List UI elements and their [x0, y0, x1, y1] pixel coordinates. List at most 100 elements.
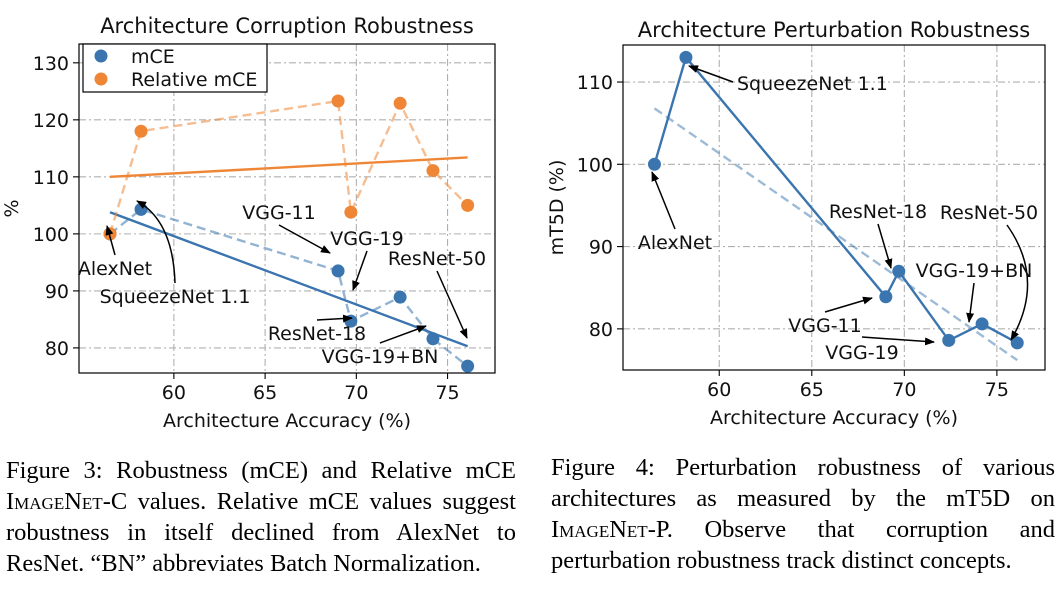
data-point [461, 359, 475, 373]
x-tick-label: 70 [344, 382, 368, 404]
annotation-arrow [352, 250, 368, 291]
annotation-arrow [105, 225, 116, 256]
y-axis-label: % [1, 199, 23, 217]
caption-prefix: Figure 3: [6, 457, 103, 484]
data-point [942, 333, 956, 347]
legend-label: mCE [131, 46, 175, 68]
axes-frame [78, 43, 496, 374]
x-tick-label: 65 [800, 379, 824, 401]
annotation-label: SqueezeNet 1.1 [100, 286, 251, 308]
y-tick-label: 110 [33, 167, 69, 189]
caption-line: Robustness (mCE) and Relative mCE [116, 457, 516, 484]
annotation-label: AlexNet [638, 232, 712, 254]
annotation-arrow [966, 282, 975, 323]
annotation: VGG-19+BN [322, 325, 439, 368]
y-tick-label: 100 [577, 154, 613, 176]
data-point [393, 290, 407, 304]
annotation: ResNet-18 [268, 314, 366, 345]
data-point [344, 205, 358, 219]
figure-canvas: 60 65 70 75 80 90 100 110 120 130 Architecture Cor… [1, 14, 1046, 432]
annotation-label: VGG-11 [242, 202, 315, 224]
trend-line-dashed [653, 107, 1018, 362]
data-point [134, 202, 148, 216]
y-tick-label: 90 [45, 281, 69, 303]
annotation-arrow [651, 171, 676, 230]
annotation-arrow [316, 314, 353, 323]
legend-label: Relative mCE [131, 69, 257, 91]
y-axis-label: mT5D (%) [546, 160, 568, 256]
x-tick-label: 75 [985, 379, 1009, 401]
caption-dataset: ImageNet [6, 488, 103, 515]
annotation: AlexNet [78, 225, 152, 280]
annotation-arrow [877, 223, 893, 269]
annotation-label: AlexNet [78, 258, 152, 280]
caption-dataset: ImageNet [551, 516, 648, 543]
data-point [879, 290, 893, 304]
annotation-label: ResNet-18 [268, 323, 366, 345]
figure-3-caption: Figure 3: Robustness (mCE) and Relative … [6, 455, 516, 579]
legend-marker [94, 49, 108, 63]
annotation-arrow [136, 200, 176, 284]
y-tick-label: 100 [33, 224, 69, 246]
data-point [647, 157, 661, 171]
axes-frame [622, 44, 1046, 371]
chart-title: Architecture Corruption Robustness [100, 14, 474, 38]
caption-rest: -P. Observe that corruption and perturba… [551, 516, 1055, 574]
chart-title: Architecture Perturbation Robustness [638, 18, 1030, 42]
x-tick-label: 70 [892, 379, 916, 401]
data-point [461, 198, 475, 212]
annotation-label: VGG-19+BN [916, 260, 1033, 282]
data-point [426, 164, 440, 178]
x-tick-label: 65 [253, 382, 277, 404]
annotation: VGG-19 [825, 336, 935, 364]
annotation-arrow [861, 336, 935, 346]
y-tick-label: 80 [589, 319, 613, 341]
series-mt5d [647, 50, 1024, 362]
y-tick-label: 80 [45, 338, 69, 360]
x-axis-label: Architecture Accuracy (%) [163, 410, 411, 432]
annotation-arrow [379, 325, 427, 344]
corruption-robustness-chart: 60 65 70 75 80 90 100 110 120 130 Architecture Cor… [1, 14, 496, 432]
data-point [331, 264, 345, 278]
annotation-arrow [1006, 224, 1029, 341]
annotation: SqueezeNet 1.1 [688, 65, 888, 95]
annotation: ResNet-18 [829, 201, 927, 269]
annotation-label: VGG-19 [825, 342, 898, 364]
caption-rest: -C values. Relative mCE values suggest r… [6, 488, 516, 577]
figure-4-caption: Figure 4: Perturbation robustness of var… [551, 452, 1055, 576]
data-point [134, 124, 148, 138]
annotation-arrow [824, 296, 873, 313]
annotation: ResNet-50 [388, 248, 486, 339]
caption-line: Perturbation robustness of various archi… [551, 454, 1056, 512]
annotation-label: ResNet-18 [829, 201, 927, 223]
annotation-label: ResNet-50 [388, 248, 486, 270]
x-tick-label: 75 [435, 382, 459, 404]
data-point [975, 317, 989, 331]
annotation-arrow [436, 270, 468, 339]
annotation-label: ResNet-50 [940, 202, 1038, 224]
caption-prefix: Figure 4: [551, 454, 655, 481]
data-point [393, 96, 407, 110]
annotation-label: VGG-19 [330, 228, 403, 250]
annotation-label: VGG-11 [788, 315, 861, 337]
trend-line [109, 211, 469, 348]
perturbation-robustness-chart: 60 65 70 75 80 90 100 110 Architecture Perturbat… [546, 18, 1046, 429]
data-point [331, 94, 345, 108]
y-tick-label: 130 [33, 53, 69, 75]
y-tick-label: 120 [33, 110, 69, 132]
annotation: VGG-11 [788, 296, 873, 337]
x-axis-label: Architecture Accuracy (%) [710, 407, 958, 429]
data-point [892, 264, 906, 278]
data-point [679, 50, 693, 64]
annotation: SqueezeNet 1.1 [100, 200, 251, 308]
x-tick-label: 60 [162, 382, 186, 404]
annotation-arrow [278, 224, 331, 254]
legend-frame [82, 43, 268, 93]
legend-marker [94, 72, 108, 86]
annotation-label: VGG-19+BN [322, 346, 439, 368]
trend-line [109, 156, 468, 179]
annotation: VGG-19+BN [916, 260, 1033, 323]
annotation: ResNet-50 [940, 202, 1038, 341]
annotation: VGG-19 [330, 228, 404, 291]
